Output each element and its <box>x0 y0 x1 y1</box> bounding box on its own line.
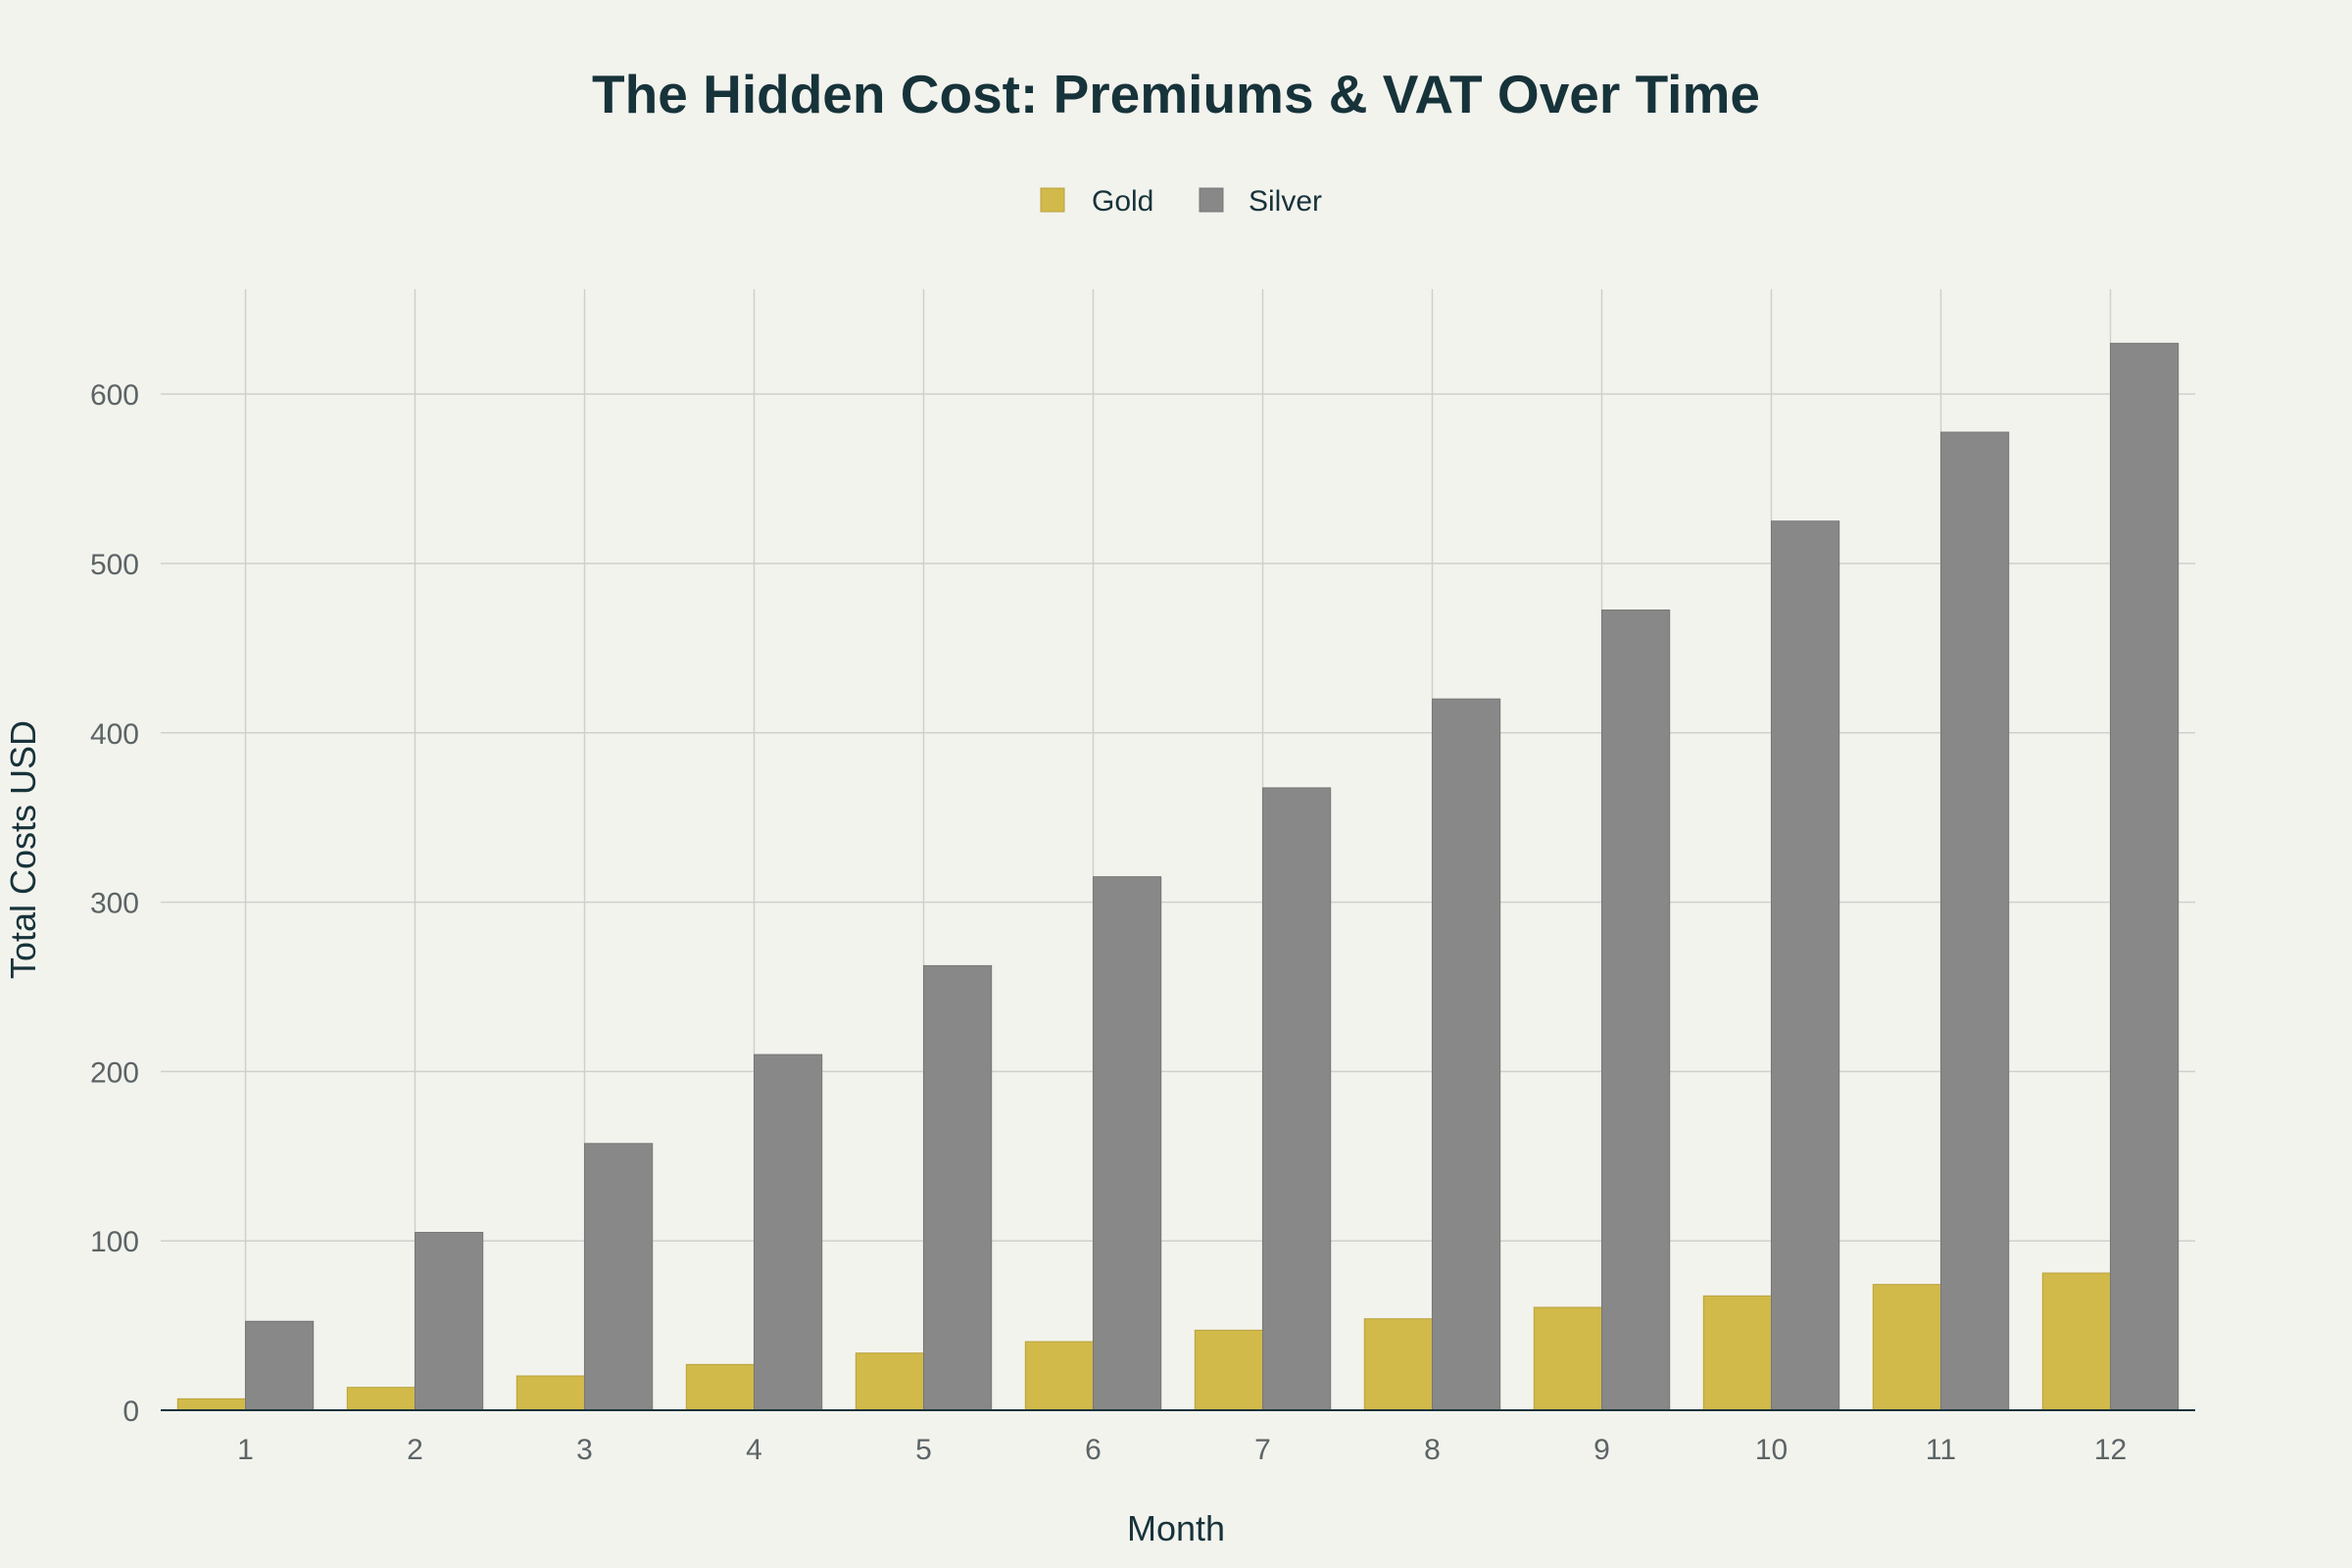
x-tick-label: 2 <box>407 1434 423 1466</box>
y-tick-label: 0 <box>122 1396 139 1428</box>
bar-silver-6 <box>1093 876 1162 1411</box>
legend-label-gold: Gold <box>1092 185 1153 218</box>
bar-silver-12 <box>2110 342 2180 1411</box>
bar-gold-10 <box>1702 1295 1773 1411</box>
bars <box>176 342 2180 1411</box>
x-tick-label: 12 <box>2094 1434 2127 1466</box>
x-axis-title: Month <box>1127 1508 1225 1548</box>
bar-silver-10 <box>1771 520 1840 1411</box>
bar-gold-11 <box>1872 1284 1942 1411</box>
y-tick-label: 500 <box>90 549 139 581</box>
bar-gold-4 <box>685 1363 755 1411</box>
bar-silver-5 <box>923 964 993 1411</box>
bar-silver-3 <box>584 1143 654 1411</box>
bar-silver-2 <box>415 1232 484 1411</box>
legend-swatch-gold <box>1040 187 1065 213</box>
x-tick-label: 10 <box>1755 1434 1788 1466</box>
legend: Gold Silver <box>1040 185 1322 218</box>
bar-gold-8 <box>1363 1318 1434 1411</box>
y-tick-label: 400 <box>90 718 139 751</box>
y-tick-label: 100 <box>90 1226 139 1258</box>
bar-gold-3 <box>515 1375 585 1411</box>
bar-gold-2 <box>346 1387 416 1411</box>
bar-silver-4 <box>754 1054 823 1411</box>
bar-gold-7 <box>1194 1329 1264 1411</box>
bar-gold-5 <box>855 1352 924 1411</box>
x-tick-label: 4 <box>746 1434 762 1466</box>
x-tick-label: 9 <box>1593 1434 1610 1466</box>
bar-gold-12 <box>2041 1272 2112 1411</box>
bar-silver-7 <box>1262 787 1332 1411</box>
y-axis-title: Total Costs USD <box>3 720 43 979</box>
legend-label-silver: Silver <box>1249 185 1322 218</box>
y-tick-label: 300 <box>90 888 139 920</box>
bar-silver-8 <box>1432 698 1501 1411</box>
bar-gold-1 <box>176 1397 246 1411</box>
bar-gold-9 <box>1533 1306 1603 1411</box>
y-tick-label: 200 <box>90 1056 139 1089</box>
bar-gold-6 <box>1024 1341 1095 1411</box>
bar-silver-9 <box>1601 609 1671 1411</box>
bar-silver-1 <box>245 1320 315 1411</box>
bar-silver-11 <box>1940 431 2010 1411</box>
legend-swatch-silver <box>1199 187 1224 213</box>
x-tick-label: 11 <box>1926 1434 1956 1466</box>
chart-title: The Hidden Cost: Premiums & VAT Over Tim… <box>592 64 1760 124</box>
x-tick-label: 1 <box>237 1434 254 1466</box>
x-tick-label: 7 <box>1254 1434 1271 1466</box>
x-tick-label: 5 <box>915 1434 932 1466</box>
x-tick-label: 8 <box>1424 1434 1441 1466</box>
x-tick-label: 6 <box>1085 1434 1102 1466</box>
x-tick-label: 3 <box>576 1434 593 1466</box>
y-tick-label: 600 <box>90 379 139 412</box>
